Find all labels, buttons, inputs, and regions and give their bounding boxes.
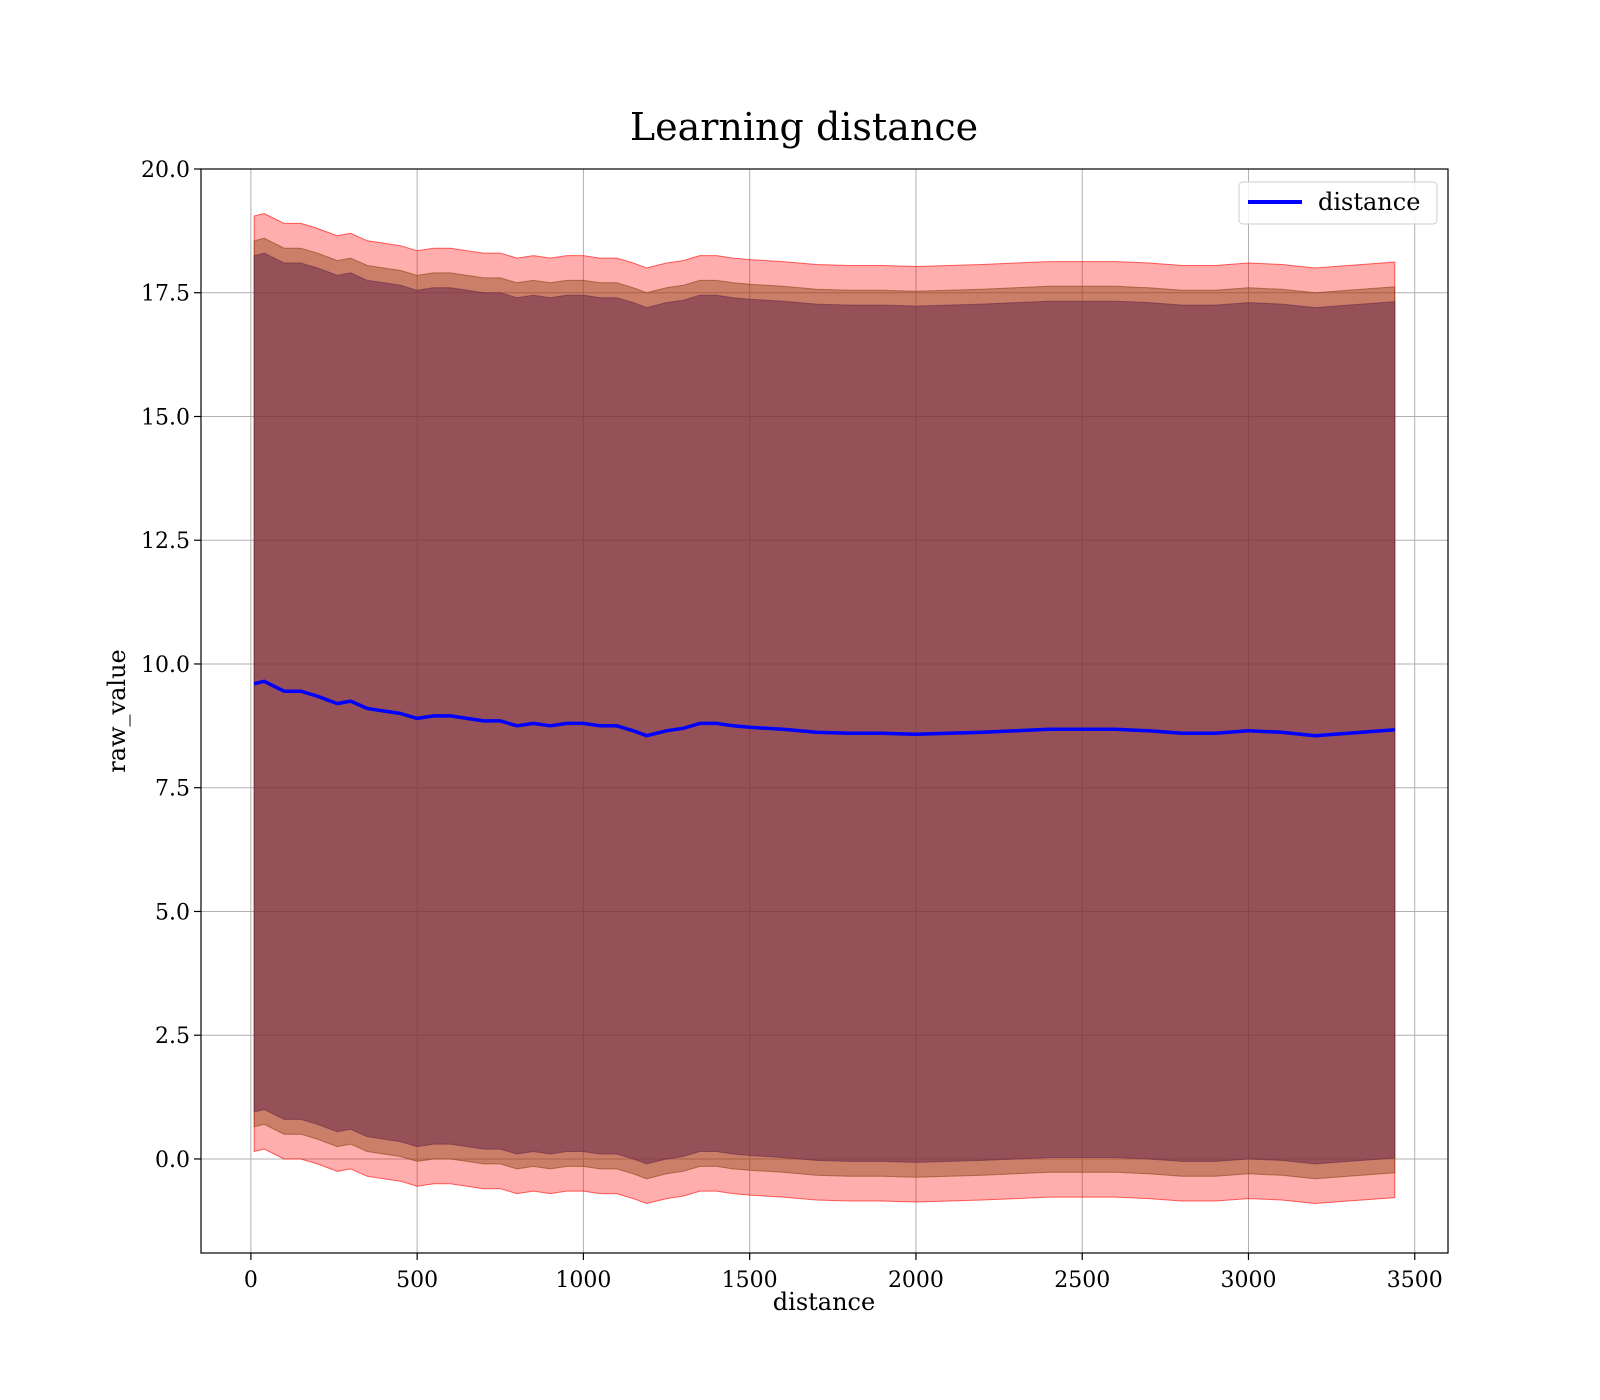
- legend-box: [1238, 181, 1438, 225]
- y-tick-label: 7.5: [155, 777, 190, 802]
- y-tick-label: 5.0: [155, 900, 190, 925]
- x-tick-label: 0: [244, 1268, 258, 1293]
- x-tick-label: 2500: [1054, 1268, 1110, 1293]
- x-axis-label: distance: [773, 1288, 875, 1316]
- x-tick-label: 500: [396, 1268, 438, 1293]
- series-line-distance: [253, 679, 1395, 738]
- confidence-bands: [253, 212, 1396, 1205]
- x-tick-label: 2000: [888, 1268, 944, 1293]
- x-tick-label: 1000: [555, 1268, 611, 1293]
- y-tick-label: 17.5: [141, 282, 190, 307]
- y-tick-label: 15.0: [141, 405, 190, 430]
- y-axis-ticks: 0.0 2.5 5.0 7.5 10.0 12.5 15.0 17.5 20.0: [141, 158, 201, 1173]
- x-tick-label: 3500: [1387, 1268, 1443, 1293]
- legend: distance: [1238, 181, 1438, 225]
- y-tick-label: 2.5: [155, 1024, 190, 1049]
- y-tick-label: 10.0: [141, 653, 190, 678]
- x-axis-ticks: 0 500 1000 1500 2000 2500 3000 3500: [244, 1253, 1443, 1293]
- band-inner: [253, 252, 1396, 1165]
- chart-title: Learning distance: [630, 105, 978, 149]
- x-tick-label: 3000: [1220, 1268, 1276, 1293]
- series-lines: [253, 679, 1395, 738]
- legend-label-distance: distance: [1318, 188, 1420, 216]
- y-axis-label: raw_value: [103, 649, 131, 773]
- y-tick-label: 12.5: [141, 529, 190, 554]
- x-tick-label: 1500: [722, 1268, 778, 1293]
- plot-frame: [200, 168, 1449, 1254]
- y-tick-label: 20.0: [141, 158, 190, 183]
- y-tick-label: 0.0: [155, 1148, 190, 1173]
